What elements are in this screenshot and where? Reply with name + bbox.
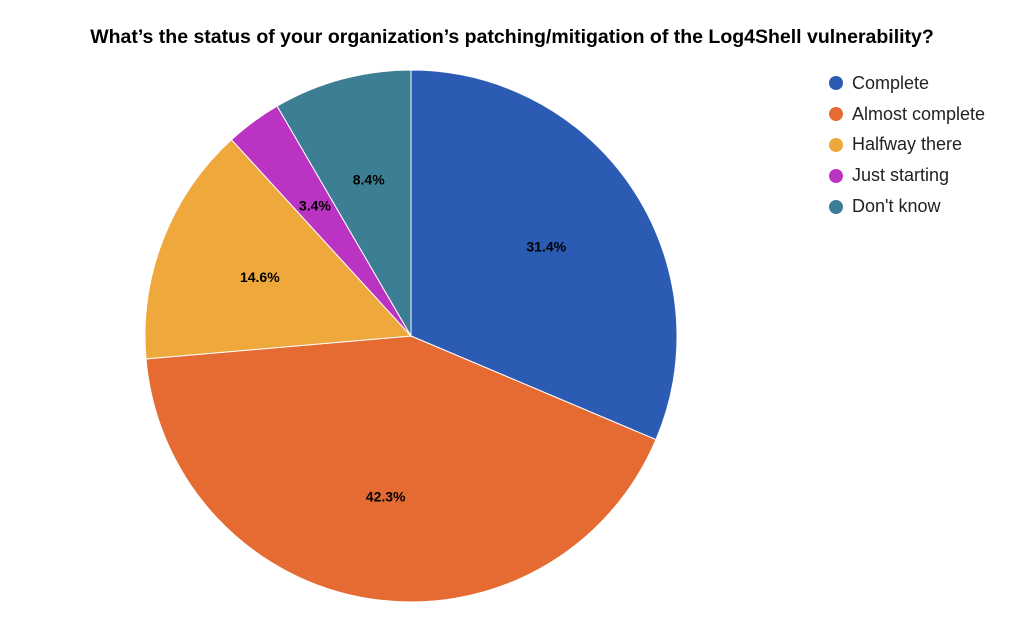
pie-slice-halfway-there xyxy=(144,138,413,360)
legend-item-complete: Complete xyxy=(829,68,985,99)
legend-label-don-t-know: Don't know xyxy=(852,196,941,217)
legend-swatch-don-t-know xyxy=(829,199,843,214)
pie-slice-complete xyxy=(410,69,678,441)
legend-label-complete: Complete xyxy=(852,72,930,93)
legend-label-halfway-there: Halfway there xyxy=(852,134,963,155)
legend: Complete Almost complete Halfway there Just… xyxy=(829,68,985,222)
legend-swatch-almost-complete xyxy=(829,107,843,122)
legend-swatch-just-starting xyxy=(829,168,843,183)
legend-swatch-complete xyxy=(829,76,843,91)
legend-item-almost-complete: Almost complete xyxy=(829,99,985,130)
legend-item-halfway-there: Halfway there xyxy=(829,130,985,161)
slice-label-halfway-there: 14.6% xyxy=(240,269,280,285)
legend-swatch-halfway-there xyxy=(829,137,843,152)
slice-label-just-starting: 3.4% xyxy=(299,197,331,213)
slice-label-almost-complete: 42.3% xyxy=(366,488,406,504)
slice-label-don-t-know: 8.4% xyxy=(353,171,385,187)
slice-label-complete: 31.4% xyxy=(526,238,566,254)
legend-item-don-t-know: Don't know xyxy=(829,191,985,222)
legend-label-almost-complete: Almost complete xyxy=(852,103,986,124)
pie-slice-don-t-know xyxy=(276,69,412,338)
pie-slice-almost-complete xyxy=(145,335,657,603)
legend-label-just-starting: Just starting xyxy=(852,165,950,186)
legend-item-just-starting: Just starting xyxy=(829,160,985,191)
chart-title: What’s the status of your organization’s… xyxy=(90,26,934,48)
